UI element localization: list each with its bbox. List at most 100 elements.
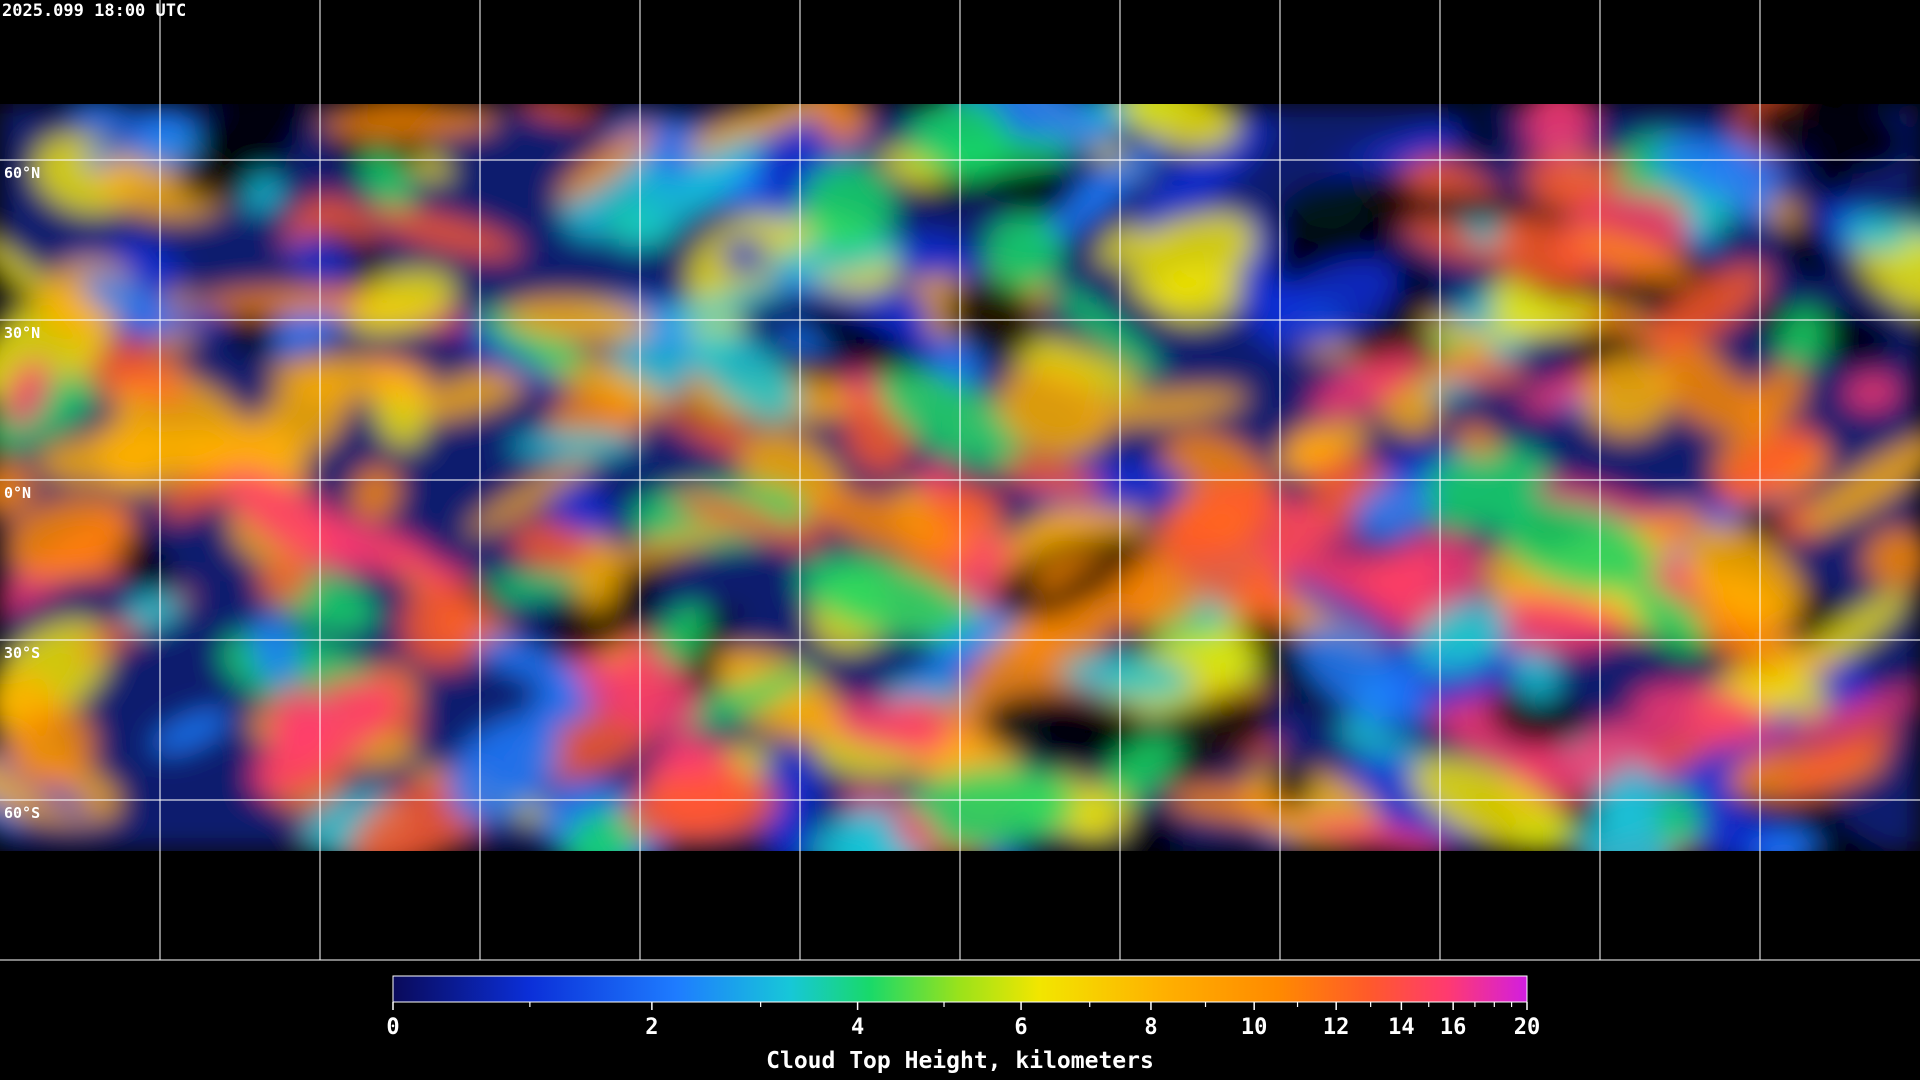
latitude-label: 30°N [4,324,40,342]
cloud-patch [270,356,434,400]
cloud-patch [721,237,768,275]
cloud-patch [520,104,595,119]
cloud-patch [1747,104,1907,174]
cloud-patch [199,288,366,315]
cloud-patch [1844,375,1900,410]
cloud-patch [928,482,1002,531]
colorbar-tick-label: 6 [1014,1015,1027,1040]
cloud-patch [1121,812,1184,851]
cloud-patch [510,430,637,460]
cloud-patch [1474,300,1602,343]
cloud-patch [70,104,132,131]
cloud-patch [1493,219,1590,291]
cloud-patch [1410,757,1571,851]
cloud-patch [361,148,414,217]
cloud-patch [1105,734,1178,800]
latitude-label: 30°S [4,644,40,662]
cloud-patch [769,236,904,277]
graticule [0,0,1920,960]
cloud-patch [1455,423,1500,458]
cloud-patch [1747,366,1806,429]
cloud-patch [223,469,367,572]
cloud-patch [814,104,867,147]
latitude-label: 60°N [4,164,40,182]
cloud-patch [81,273,176,332]
cloud-patch [106,428,222,494]
cloud-patch [847,805,898,851]
cloud-patch [1777,307,1827,368]
cloud-patch [1655,788,1701,851]
cloud-patch [902,598,1032,696]
cloud-patch [691,328,800,421]
cloud-patch [1004,336,1142,397]
cloud-patch [1735,793,1892,851]
colorbar-title: Cloud Top Height, kilometers [766,1048,1154,1074]
cloud-patch [1648,263,1769,354]
cloud-patch [800,161,895,251]
cloud-patch [447,716,561,822]
cloud-patch [109,366,188,404]
colorbar-tick-label: 20 [1514,1015,1541,1040]
timestamp: 2025.099 18:00 UTC [2,1,186,21]
cloud-patch [364,206,521,258]
colorbar-tick-label: 10 [1241,1015,1268,1040]
cloud-patch [542,575,659,658]
cloud-patch [8,707,95,788]
cloud-patch [511,521,591,573]
colorbar-tick-label: 2 [645,1015,658,1040]
cloud-patch [175,147,255,203]
cloud-patch [958,601,1108,727]
cloud-patch [1772,688,1920,746]
cloud-patch [1370,193,1537,223]
cloud-patch [1310,350,1426,419]
cloud-patch [1119,104,1238,150]
cloud-patch [1264,567,1408,645]
cloud-patch [1522,369,1607,412]
cloud-patch [465,455,596,535]
cloud-patch [662,668,817,734]
cloud-patch [345,269,456,335]
cloud-patch [650,281,791,331]
cloud-patch [790,296,927,384]
cloud-patch [1412,599,1509,675]
cloud-patch [350,464,400,522]
cloud-patch [1650,352,1774,440]
cloud-patch [985,214,1062,290]
cloud-patch [949,104,1116,149]
latitude-label: 0°N [4,484,31,502]
cloud-patch [1682,524,1803,626]
cloud-patch [811,490,972,562]
cloud-patch [288,234,354,288]
cloud-patch [1652,135,1782,201]
cloud-patch [1583,355,1673,437]
colorbar-tick-label: 8 [1144,1015,1157,1040]
cloud-patch [557,126,656,203]
cloud-patch [320,104,499,138]
cloud-patch [600,526,726,569]
cloud-patch [1447,105,1507,153]
cloud-patch [1275,420,1371,472]
cloud-patch [1512,643,1559,703]
cloud-patch [879,147,946,190]
cloud-patch [1060,654,1193,698]
cloud-patch [1841,214,1909,253]
cloud-patch [1416,445,1550,529]
cloud-patch [1781,723,1899,792]
cloud-patch [899,135,1074,175]
cloud-patch [877,368,1023,466]
cloud-patch [1629,584,1708,654]
cloud-patch [1261,637,1360,720]
colorbar-tick-label: 4 [851,1015,864,1040]
cloud-patch [479,308,584,374]
colorbar [392,975,1528,1003]
cloud-patch [686,104,840,156]
cloud-patch [1270,169,1418,262]
cloud-patch [1863,527,1920,589]
cloud-patch [0,460,35,517]
cloud-patch [623,772,779,844]
latitude-label: 60°S [4,804,40,822]
cloud-patch [1631,684,1773,748]
cloud-patch [1298,625,1427,726]
cloud-patch [1167,784,1302,822]
